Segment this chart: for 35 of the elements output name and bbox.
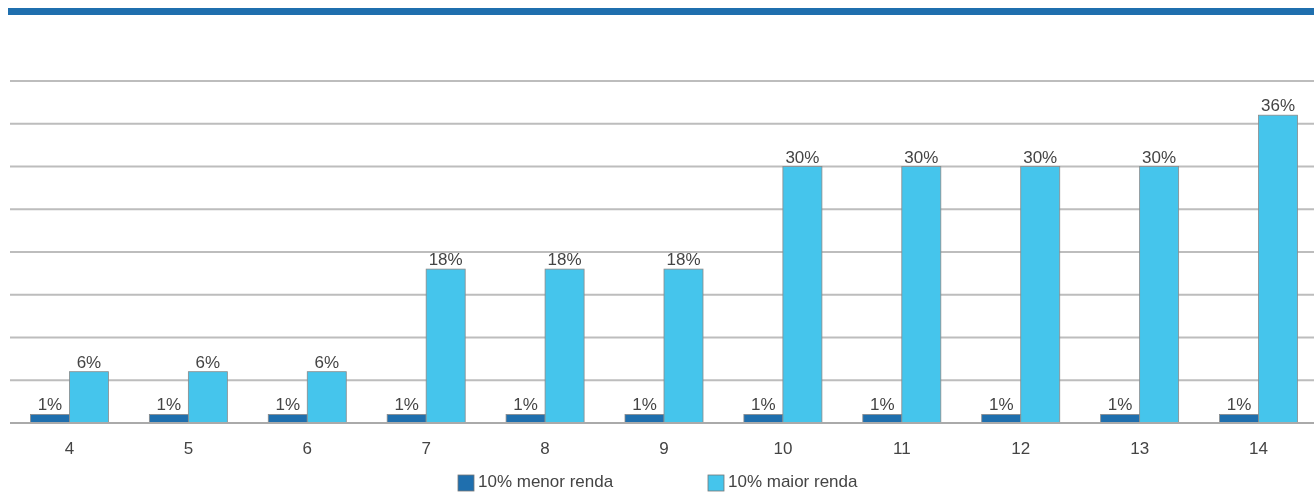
data-label: 36% bbox=[1261, 96, 1296, 116]
data-label: 1% bbox=[156, 395, 182, 415]
legend-label: 10% maior renda bbox=[728, 472, 858, 492]
data-label: 18% bbox=[428, 250, 463, 270]
x-tick-label: 13 bbox=[1130, 439, 1150, 458]
data-label: 1% bbox=[870, 395, 895, 415]
data-label: 6% bbox=[195, 352, 221, 372]
x-tick-label: 14 bbox=[1249, 439, 1269, 458]
data-label: 1% bbox=[988, 395, 1014, 415]
data-label: 30% bbox=[1142, 147, 1177, 167]
x-tick-label: 4 bbox=[64, 439, 75, 458]
data-label: 1% bbox=[751, 395, 776, 415]
data-label: 30% bbox=[904, 147, 939, 167]
data-label: 1% bbox=[513, 395, 538, 415]
data-label: 1% bbox=[394, 395, 419, 415]
x-tick-label: 9 bbox=[659, 439, 669, 458]
x-tick-label: 11 bbox=[892, 439, 911, 458]
data-label: 1% bbox=[1226, 395, 1252, 415]
data-label: 1% bbox=[37, 395, 63, 415]
data-label: 6% bbox=[76, 352, 102, 372]
x-tick-label: 12 bbox=[1011, 439, 1031, 458]
x-tick-label: 7 bbox=[421, 439, 431, 458]
data-label: 18% bbox=[547, 250, 582, 270]
data-label: 1% bbox=[1107, 395, 1133, 415]
data-label: 30% bbox=[785, 147, 820, 167]
data-label: 30% bbox=[1023, 147, 1058, 167]
data-label: 1% bbox=[275, 395, 301, 415]
data-label: 6% bbox=[314, 352, 340, 372]
data-label: 1% bbox=[632, 395, 657, 415]
legend-label: 10% menor renda bbox=[478, 472, 614, 492]
x-tick-label: 6 bbox=[302, 439, 313, 458]
x-tick-label: 10 bbox=[773, 439, 793, 458]
data-label: 18% bbox=[666, 250, 701, 270]
x-tick-label: 5 bbox=[183, 439, 194, 458]
x-tick-label: 8 bbox=[540, 439, 550, 458]
